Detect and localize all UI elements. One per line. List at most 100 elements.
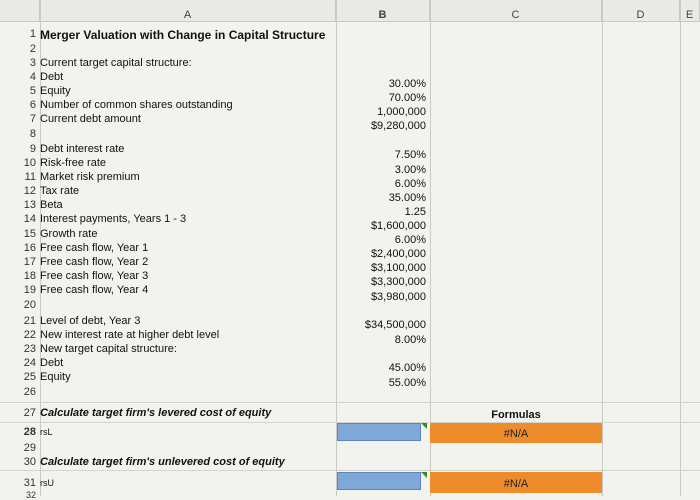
corner-cell[interactable] — [0, 0, 40, 22]
row-number: 4 — [29, 71, 36, 83]
cell-b-value[interactable]: 6.00% — [394, 178, 426, 190]
cell-a-label: Tax rate — [40, 185, 80, 197]
row-number: 6 — [29, 99, 36, 111]
sheet-title: Merger Valuation with Change in Capital … — [40, 28, 326, 42]
cell-a-label: Current debt amount — [40, 113, 141, 125]
cell-b-value[interactable]: 8.00% — [394, 334, 426, 346]
cell-a-label: Free cash flow, Year 3 — [40, 270, 149, 282]
row-divider — [0, 422, 700, 423]
cell-a-label: Debt — [40, 71, 64, 83]
gridline — [680, 0, 681, 496]
rsL-formula-cell[interactable] — [430, 423, 602, 443]
levered-cost-heading: Calculate target firm's levered cost of … — [40, 407, 272, 419]
cell-b-value[interactable]: 1,000,000 — [377, 106, 426, 118]
row-number: 9 — [29, 143, 36, 155]
formulas-header: Formulas — [491, 409, 541, 421]
unlevered-cost-heading: Calculate target firm's unlevered cost o… — [40, 456, 285, 468]
column-header-b[interactable]: B — [336, 0, 430, 22]
row-number: 29 — [23, 442, 36, 454]
cell-a-label: New interest rate at higher debt level — [40, 329, 220, 341]
column-header-c[interactable]: C — [430, 0, 602, 22]
cell-b-value[interactable]: 30.00% — [388, 78, 426, 90]
rsU-formula-value: #N/A — [503, 478, 529, 490]
row-number: 20 — [23, 299, 36, 311]
cell-a-label: Beta — [40, 199, 63, 211]
rsL-formula-value: #N/A — [503, 428, 529, 440]
cell-a-label: Free cash flow, Year 4 — [40, 284, 149, 296]
cell-a-label: Growth rate — [40, 228, 98, 240]
error-indicator-icon — [421, 472, 427, 478]
column-header-a[interactable]: A — [40, 0, 336, 22]
cell-b-value[interactable]: 6.00% — [394, 234, 426, 246]
row-number: 25 — [23, 371, 36, 383]
gridline — [40, 0, 41, 496]
row-number: 1 — [29, 28, 36, 40]
error-indicator-icon — [421, 423, 427, 429]
column-header-e[interactable]: E — [680, 0, 700, 22]
column-header-d[interactable]: D — [602, 0, 680, 22]
row-divider — [0, 402, 700, 403]
row-number: 26 — [23, 386, 36, 398]
cell-b-value[interactable]: $9,280,000 — [370, 120, 426, 132]
row-divider — [0, 470, 700, 471]
row-number: 7 — [29, 113, 36, 125]
cell-b-value[interactable]: $3,300,000 — [370, 276, 426, 288]
row-number: 2 — [29, 43, 36, 55]
row-number: 30 — [23, 456, 36, 468]
row-number: 11 — [24, 171, 36, 183]
cell-a-label: Current target capital structure: — [40, 57, 192, 69]
row-number: 8 — [29, 128, 36, 140]
row-number: 15 — [23, 228, 36, 240]
cell-b-value[interactable]: 7.50% — [394, 149, 426, 161]
gridline — [602, 0, 603, 496]
row-number: 21 — [23, 315, 36, 327]
gridline — [430, 0, 431, 496]
cell-a-label: Equity — [40, 371, 71, 383]
rsU-input-cell[interactable] — [337, 472, 421, 490]
cell-a-label: Free cash flow, Year 1 — [40, 242, 149, 254]
row-number: 17 — [23, 256, 36, 268]
cell-a-label: New target capital structure: — [40, 343, 177, 355]
row-number: 16 — [23, 242, 36, 254]
row-number: 19 — [23, 284, 36, 296]
cell-a-label: Market risk premium — [40, 171, 140, 183]
cell-a-label: Risk-free rate — [40, 157, 107, 169]
cell-b-value[interactable]: 1.25 — [404, 206, 426, 218]
cell-b-value[interactable]: $2,400,000 — [370, 248, 426, 260]
rsL-input-cell[interactable] — [337, 423, 421, 441]
row-number: 28 — [23, 426, 36, 438]
row-number: 22 — [23, 329, 36, 341]
row-number: 3 — [29, 57, 36, 69]
cell-a-label: Debt interest rate — [40, 143, 125, 155]
gridline — [336, 0, 337, 496]
cell-a-label: Number of common shares outstanding — [40, 99, 233, 111]
row-number: 13 — [23, 199, 36, 211]
row-number: 24 — [23, 357, 36, 369]
cell-a-label: Equity — [40, 85, 71, 97]
row-number: 27 — [23, 407, 36, 419]
rsU-label: rsU — [40, 478, 54, 488]
cell-b-value[interactable]: 70.00% — [388, 92, 426, 104]
rsU-formula-cell[interactable] — [430, 472, 602, 493]
cell-b-value[interactable]: $34,500,000 — [364, 319, 426, 331]
cell-b-value[interactable]: 3.00% — [394, 164, 426, 176]
cell-a-label: Debt — [40, 357, 64, 369]
row-number: 32 — [25, 490, 36, 500]
cell-b-value[interactable]: 55.00% — [388, 377, 426, 389]
cell-b-value[interactable]: 45.00% — [388, 362, 426, 374]
cell-a-label: Interest payments, Years 1 - 3 — [40, 213, 187, 225]
cell-a-label: Free cash flow, Year 2 — [40, 256, 149, 268]
row-number: 5 — [29, 85, 36, 97]
rsL-label: rsL — [40, 427, 53, 437]
cell-b-value[interactable]: $3,980,000 — [370, 291, 426, 303]
row-number: 10 — [23, 157, 36, 169]
cell-a-label: Level of debt, Year 3 — [40, 315, 141, 327]
row-number: 18 — [23, 270, 36, 282]
cell-b-value[interactable]: 35.00% — [388, 192, 426, 204]
row-number: 14 — [23, 213, 36, 225]
cell-b-value[interactable]: $1,600,000 — [370, 220, 426, 232]
row-number: 12 — [23, 185, 36, 197]
row-number: 31 — [23, 477, 36, 489]
cell-b-value[interactable]: $3,100,000 — [370, 262, 426, 274]
